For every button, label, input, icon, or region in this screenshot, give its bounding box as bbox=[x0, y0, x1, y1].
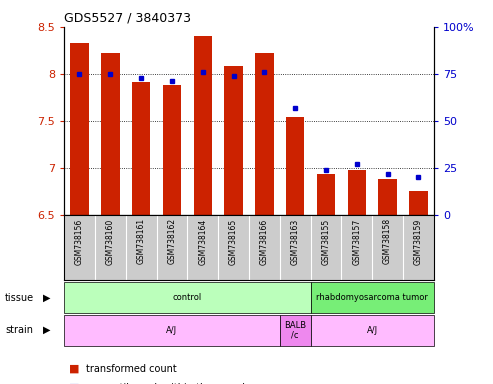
Bar bbox=[163, 85, 181, 215]
Bar bbox=[132, 83, 150, 215]
Text: control: control bbox=[173, 293, 202, 302]
Bar bbox=[286, 117, 305, 215]
Text: GSM738155: GSM738155 bbox=[321, 218, 330, 265]
Text: ■: ■ bbox=[69, 364, 79, 374]
Text: A/J: A/J bbox=[166, 326, 177, 335]
Bar bbox=[64, 282, 311, 313]
Text: ■: ■ bbox=[69, 383, 79, 384]
Text: GSM738164: GSM738164 bbox=[198, 218, 207, 265]
Text: GSM738160: GSM738160 bbox=[106, 218, 115, 265]
Text: GSM738166: GSM738166 bbox=[260, 218, 269, 265]
Text: strain: strain bbox=[5, 325, 33, 335]
Bar bbox=[348, 170, 366, 215]
Text: BALB
/c: BALB /c bbox=[284, 321, 306, 340]
Text: ▶: ▶ bbox=[43, 325, 51, 335]
Bar bbox=[378, 179, 397, 215]
Text: transformed count: transformed count bbox=[86, 364, 177, 374]
Bar bbox=[311, 315, 434, 346]
Text: rhabdomyosarcoma tumor: rhabdomyosarcoma tumor bbox=[317, 293, 428, 302]
Bar bbox=[70, 43, 89, 215]
Text: GSM738165: GSM738165 bbox=[229, 218, 238, 265]
Text: GSM738163: GSM738163 bbox=[291, 218, 300, 265]
Text: GDS5527 / 3840373: GDS5527 / 3840373 bbox=[64, 11, 191, 24]
Text: GSM738158: GSM738158 bbox=[383, 218, 392, 265]
Text: ▶: ▶ bbox=[43, 293, 51, 303]
Text: GSM738159: GSM738159 bbox=[414, 218, 423, 265]
Text: GSM738162: GSM738162 bbox=[168, 218, 176, 265]
Text: GSM738156: GSM738156 bbox=[75, 218, 84, 265]
Text: A/J: A/J bbox=[367, 326, 378, 335]
Text: tissue: tissue bbox=[5, 293, 34, 303]
Bar bbox=[311, 282, 434, 313]
Text: GSM738157: GSM738157 bbox=[352, 218, 361, 265]
Bar bbox=[101, 53, 120, 215]
Bar bbox=[255, 53, 274, 215]
Text: percentile rank within the sample: percentile rank within the sample bbox=[86, 383, 251, 384]
Text: GSM738161: GSM738161 bbox=[137, 218, 145, 265]
Bar bbox=[64, 315, 280, 346]
Bar bbox=[409, 190, 427, 215]
Bar bbox=[224, 66, 243, 215]
Bar bbox=[193, 36, 212, 215]
Bar bbox=[280, 315, 311, 346]
Bar bbox=[317, 174, 335, 215]
